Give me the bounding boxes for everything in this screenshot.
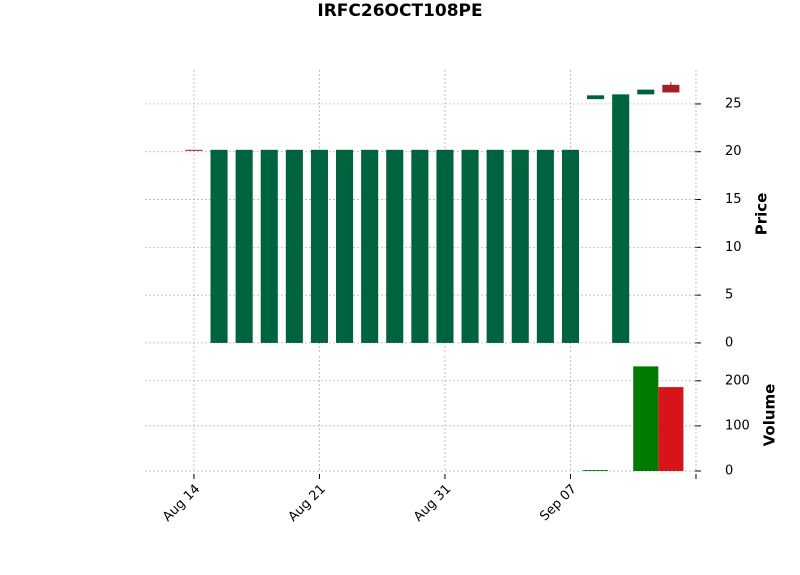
candle-body bbox=[436, 149, 454, 343]
y-tick-label: 10 bbox=[725, 240, 742, 255]
candle-body bbox=[235, 149, 253, 343]
candle-body bbox=[486, 149, 504, 343]
candle-body bbox=[285, 149, 303, 343]
candle-body bbox=[662, 84, 680, 93]
x-tick-label: Sep 07 bbox=[537, 482, 580, 525]
candle-body bbox=[587, 95, 605, 100]
volume-bar bbox=[583, 470, 609, 471]
candle-body bbox=[561, 149, 580, 343]
candle-body bbox=[386, 149, 404, 343]
x-tick-label: Aug 31 bbox=[411, 482, 454, 525]
candle-body bbox=[310, 149, 328, 343]
y-axis-label: Price bbox=[753, 193, 771, 236]
volume-tick-label: 100 bbox=[725, 418, 750, 433]
chart-title: IRFC26OCT108PE bbox=[317, 1, 482, 21]
candle-body bbox=[461, 149, 479, 343]
y-tick-label: 25 bbox=[725, 96, 742, 111]
candle-body bbox=[210, 149, 228, 343]
candle-body bbox=[361, 149, 379, 343]
volume-bar bbox=[658, 387, 684, 471]
y-tick-label: 20 bbox=[725, 144, 742, 159]
y-tick-label: 5 bbox=[725, 288, 733, 303]
x-tick-label: Aug 21 bbox=[286, 482, 329, 525]
volume-axis-label: Volume bbox=[761, 384, 779, 447]
candle-body bbox=[336, 149, 354, 343]
volume-tick-label: 200 bbox=[725, 373, 750, 388]
y-tick-label: 0 bbox=[725, 335, 733, 350]
candle-body bbox=[637, 89, 655, 95]
volume-bar bbox=[633, 366, 659, 471]
candle-body bbox=[260, 149, 278, 343]
candle-body bbox=[536, 149, 554, 343]
y-tick-label: 15 bbox=[725, 192, 742, 207]
candle-body bbox=[511, 149, 529, 343]
volume-tick-label: 0 bbox=[725, 464, 733, 479]
candle-body bbox=[411, 149, 429, 343]
candle-body bbox=[612, 94, 630, 343]
x-tick-label: Aug 14 bbox=[160, 482, 203, 525]
candle-body bbox=[185, 149, 203, 151]
